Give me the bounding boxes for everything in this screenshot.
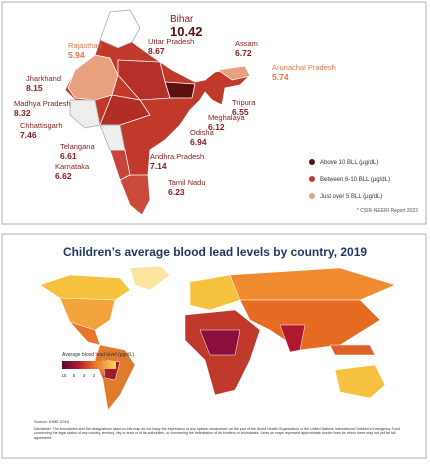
source: * CSIR-NEERI Report 2022 (357, 208, 418, 214)
state-value: 8.15 (26, 83, 43, 93)
greenland (129, 265, 171, 291)
gujarat-shape (69, 99, 101, 129)
africa-high (199, 329, 241, 356)
state-name: Meghalaya (208, 113, 246, 122)
state-name: Jharkhand (26, 74, 61, 83)
state-value: 6.12 (208, 122, 225, 132)
state-value: 5.74 (272, 72, 289, 82)
state-name: Andhra Pradesh (150, 152, 204, 161)
up-shape (117, 59, 171, 101)
legend-tick-label: 2 (93, 373, 96, 378)
state-name: Arunachal Pradesh (272, 63, 336, 72)
legend-label: Between 6-10 BLL (µg/dL) (320, 177, 390, 183)
tamilnadu-shape (119, 174, 151, 216)
legend-swatch (309, 193, 315, 199)
legend-label: Above 10 BLL (µg/dL) (320, 160, 378, 166)
source: Source: IHME 2019 (34, 419, 70, 424)
legend-swatch (309, 176, 315, 182)
europe (189, 274, 241, 311)
legend-gradient (62, 361, 116, 369)
south-asia (279, 324, 306, 353)
india-legend: Above 10 BLL (µg/dL) Between 6-10 BLL (µg… (309, 159, 390, 200)
legend-tick-label: 3 (83, 373, 86, 378)
india-map (64, 9, 251, 216)
state-value: 6.55 (232, 107, 249, 117)
state-value: 7.14 (150, 161, 167, 171)
legend-tick-label: 15 (61, 373, 67, 378)
state-value: 6.72 (235, 48, 252, 58)
australia (334, 364, 386, 399)
state-name: Telangana (60, 142, 95, 151)
legend-tick-label: 1 (103, 373, 106, 378)
asia (239, 299, 381, 351)
state-name: Madhya Pradesh (14, 99, 71, 108)
usa (59, 297, 116, 331)
state-value: 6.23 (168, 187, 185, 197)
mp-shape (99, 94, 151, 126)
north-states (99, 9, 141, 49)
legend-tick-label: 0 (113, 373, 116, 378)
legend-tick-label: 5 (73, 373, 76, 378)
legend-title: Average blood lead level (µg/dL) (62, 352, 134, 358)
state-value: 6.61 (60, 151, 77, 161)
legend-label: Just over 5 BLL (µg/dL) (320, 194, 382, 200)
state-name: Chhattisgarh (20, 121, 63, 130)
state-value: 8.32 (14, 108, 31, 118)
state-name: Rajasthan (68, 41, 102, 50)
disclaimer: Disclaimer: The boundaries and the desig… (34, 427, 400, 440)
state-name: Karnataka (55, 162, 90, 171)
state-name: Odisha (190, 128, 215, 137)
state-name: Uttar Pradesh (148, 37, 194, 46)
state-name: Tripura (232, 98, 256, 107)
state-value: 6.62 (55, 171, 72, 181)
world-map (39, 265, 396, 411)
legend-swatch (309, 159, 315, 165)
state-name: Tamil Nadu (168, 178, 206, 187)
state-name: Assam (235, 39, 258, 48)
state-name: Bihar (170, 14, 194, 25)
state-value: 5.94 (68, 50, 85, 60)
state-value: 7.46 (20, 130, 37, 140)
legend-ticks: 15 5 3 2 1 0 (61, 373, 115, 378)
state-value: 8.67 (148, 46, 165, 56)
se-asia (329, 344, 376, 356)
state-value: 10.42 (170, 24, 203, 39)
arunachal-shape (216, 65, 251, 81)
map-title: Children’s average blood lead levels by … (63, 245, 367, 259)
state-value: 6.94 (190, 137, 207, 147)
